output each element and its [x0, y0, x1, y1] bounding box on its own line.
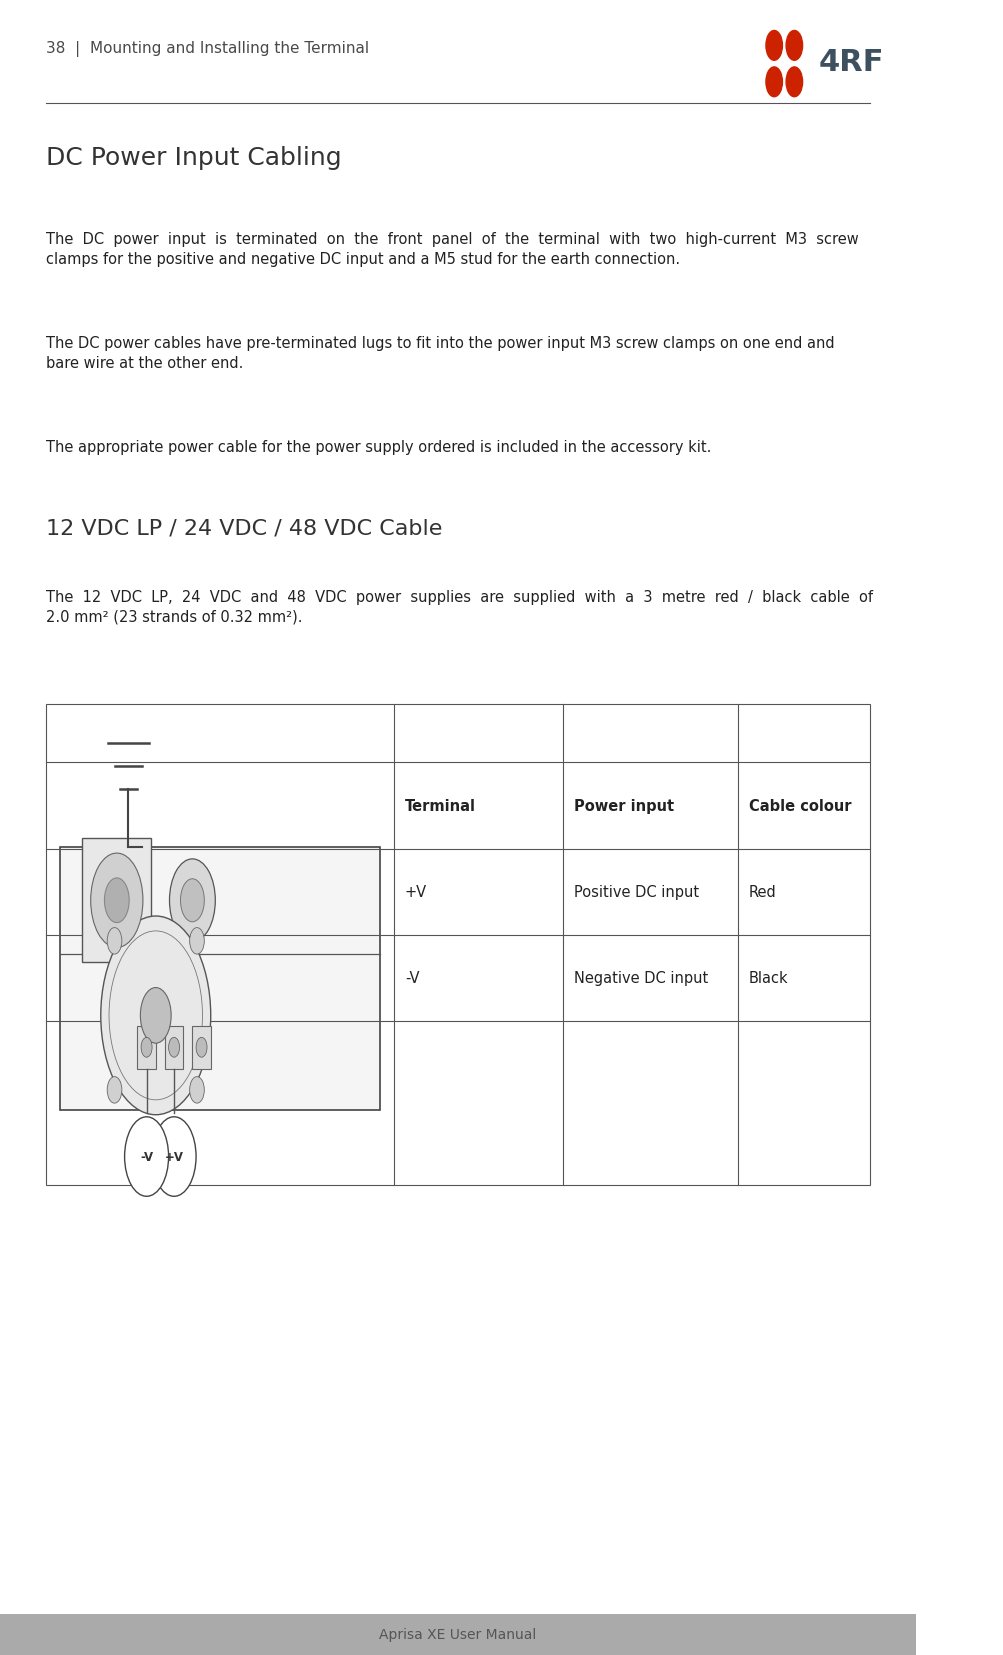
Text: Negative DC input: Negative DC input	[574, 970, 708, 986]
Circle shape	[170, 859, 215, 942]
Bar	[193, 1026, 211, 1069]
Circle shape	[765, 68, 781, 98]
Text: The DC power cables have pre-terminated lugs to fit into the power input M3 scre: The DC power cables have pre-terminated …	[46, 336, 833, 371]
Circle shape	[190, 928, 204, 955]
Text: The  12  VDC  LP,  24  VDC  and  48  VDC  power  supplies  are  supplied  with  : The 12 VDC LP, 24 VDC and 48 VDC power s…	[46, 589, 872, 624]
Circle shape	[107, 1077, 121, 1104]
Text: 12 VDC LP / 24 VDC / 48 VDC Cable: 12 VDC LP / 24 VDC / 48 VDC Cable	[46, 518, 441, 538]
Text: Terminal: Terminal	[404, 798, 475, 814]
Text: Power input: Power input	[574, 798, 674, 814]
Circle shape	[169, 1038, 180, 1058]
Circle shape	[107, 928, 121, 955]
Circle shape	[100, 917, 211, 1115]
Bar	[46, 705, 870, 1185]
Text: The  DC  power  input  is  terminated  on  the  front  panel  of  the  terminal : The DC power input is terminated on the …	[46, 232, 858, 266]
Text: 4RF: 4RF	[817, 48, 883, 78]
Circle shape	[104, 879, 129, 923]
Circle shape	[196, 1038, 207, 1058]
Circle shape	[785, 68, 801, 98]
Text: DC Power Input Cabling: DC Power Input Cabling	[46, 146, 341, 169]
Circle shape	[141, 1038, 151, 1058]
Text: The appropriate power cable for the power supply ordered is included in the acce: The appropriate power cable for the powe…	[46, 440, 710, 455]
Bar	[82, 839, 151, 963]
Circle shape	[151, 1117, 196, 1197]
Text: Black: Black	[748, 970, 787, 986]
Circle shape	[190, 1077, 204, 1104]
Circle shape	[181, 879, 204, 922]
Bar	[137, 1026, 155, 1069]
Circle shape	[765, 31, 781, 61]
Text: +V: +V	[404, 884, 426, 900]
Text: +V: +V	[164, 1150, 184, 1163]
Text: Positive DC input: Positive DC input	[574, 884, 699, 900]
Bar	[0, 1614, 916, 1655]
Text: -V: -V	[139, 1150, 153, 1163]
Bar	[59, 847, 380, 1111]
Bar	[164, 1026, 184, 1069]
Circle shape	[140, 988, 171, 1044]
Circle shape	[124, 1117, 169, 1197]
Text: Aprisa XE User Manual: Aprisa XE User Manual	[379, 1627, 537, 1642]
Circle shape	[90, 854, 142, 948]
Circle shape	[785, 31, 801, 61]
Text: Red: Red	[748, 884, 775, 900]
Text: Cable colour: Cable colour	[748, 798, 851, 814]
Text: -V: -V	[404, 970, 419, 986]
Text: 38  |  Mounting and Installing the Terminal: 38 | Mounting and Installing the Termina…	[46, 41, 368, 58]
